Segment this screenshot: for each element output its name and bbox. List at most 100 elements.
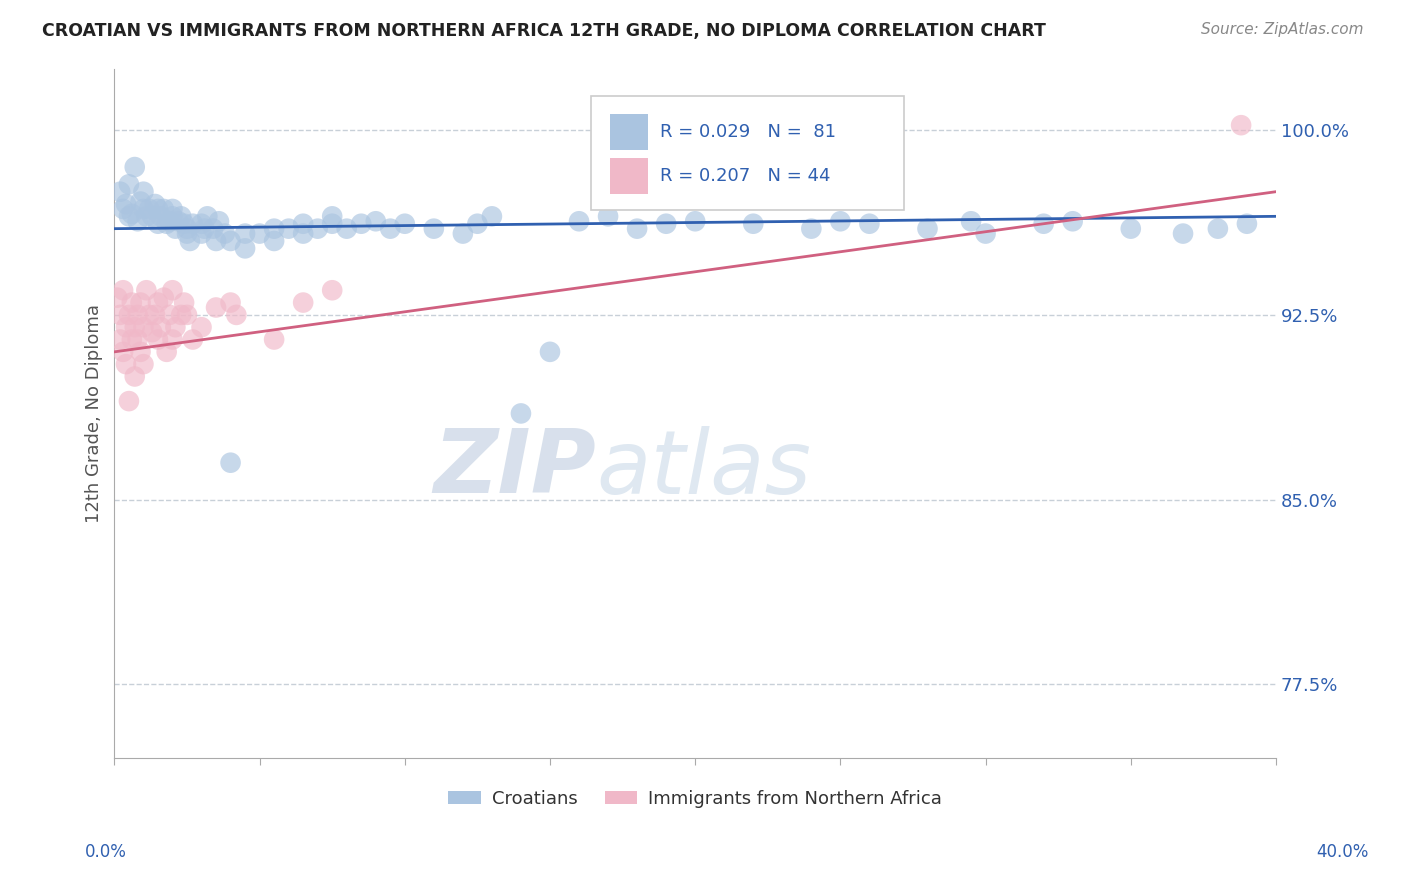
Text: 40.0%: 40.0%: [1316, 843, 1369, 861]
Point: [146, 217, 169, 231]
Point: [141, 325, 163, 339]
Point: [176, 308, 198, 322]
Point: [162, 202, 184, 216]
Point: [115, 320, 138, 334]
Point: [156, 344, 179, 359]
Point: [162, 283, 184, 297]
Point: [121, 295, 143, 310]
Point: [129, 295, 152, 310]
Point: [321, 210, 343, 224]
Point: [1062, 214, 1084, 228]
Point: [233, 227, 256, 241]
Point: [336, 221, 359, 235]
Point: [742, 217, 765, 231]
Point: [173, 217, 195, 231]
Point: [467, 217, 489, 231]
Point: [800, 221, 823, 235]
Point: [110, 333, 132, 347]
Point: [394, 217, 416, 231]
Point: [225, 308, 247, 322]
Point: [205, 301, 228, 315]
Text: R = 0.029   N =  81: R = 0.029 N = 81: [661, 123, 837, 141]
Point: [263, 221, 285, 235]
Point: [165, 221, 187, 235]
Point: [132, 185, 155, 199]
Point: [124, 160, 146, 174]
Point: [190, 320, 212, 334]
Point: [364, 214, 387, 228]
Point: [181, 333, 204, 347]
Point: [219, 295, 242, 310]
Point: [350, 217, 373, 231]
Point: [1032, 217, 1054, 231]
Point: [110, 308, 132, 322]
Point: [127, 214, 149, 228]
Point: [127, 333, 149, 347]
Point: [917, 221, 939, 235]
Point: [1119, 221, 1142, 235]
Y-axis label: 12th Grade, No Diploma: 12th Grade, No Diploma: [86, 304, 103, 523]
Point: [176, 221, 198, 235]
Point: [1236, 217, 1258, 231]
Point: [143, 308, 166, 322]
Point: [135, 283, 157, 297]
Point: [960, 214, 983, 228]
Point: [132, 320, 155, 334]
Point: [181, 217, 204, 231]
Point: [1230, 118, 1253, 132]
Point: [146, 333, 169, 347]
Point: [118, 394, 141, 409]
Point: [149, 320, 172, 334]
Point: [167, 214, 190, 228]
Point: [124, 320, 146, 334]
Point: [127, 308, 149, 322]
Point: [112, 202, 135, 216]
Point: [292, 217, 315, 231]
Point: [858, 217, 880, 231]
Point: [159, 308, 181, 322]
Point: [146, 295, 169, 310]
Point: [481, 210, 503, 224]
Point: [219, 456, 242, 470]
Point: [156, 217, 179, 231]
Point: [193, 221, 215, 235]
Point: [219, 234, 242, 248]
Text: Source: ZipAtlas.com: Source: ZipAtlas.com: [1201, 22, 1364, 37]
Point: [170, 210, 193, 224]
Point: [152, 202, 174, 216]
Point: [538, 344, 561, 359]
Point: [162, 210, 184, 224]
Point: [121, 207, 143, 221]
Point: [149, 210, 172, 224]
Point: [159, 214, 181, 228]
Bar: [610, 158, 648, 194]
Point: [655, 217, 678, 231]
Point: [143, 197, 166, 211]
Point: [683, 214, 706, 228]
FancyBboxPatch shape: [591, 96, 904, 210]
Point: [129, 194, 152, 209]
Point: [129, 344, 152, 359]
Point: [173, 295, 195, 310]
Legend: Croatians, Immigrants from Northern Africa: Croatians, Immigrants from Northern Afri…: [441, 782, 949, 815]
Point: [202, 221, 225, 235]
Point: [112, 344, 135, 359]
Point: [138, 308, 160, 322]
Point: [146, 202, 169, 216]
Point: [292, 295, 315, 310]
Point: [423, 221, 446, 235]
Point: [263, 333, 285, 347]
Point: [179, 234, 201, 248]
Point: [135, 210, 157, 224]
Text: R = 0.207   N = 44: R = 0.207 N = 44: [661, 167, 831, 186]
Point: [105, 291, 128, 305]
Point: [152, 291, 174, 305]
Point: [249, 227, 271, 241]
Point: [380, 221, 402, 235]
Point: [321, 217, 343, 231]
Point: [162, 333, 184, 347]
Point: [208, 214, 231, 228]
Point: [321, 283, 343, 297]
Point: [124, 369, 146, 384]
Point: [626, 221, 648, 235]
